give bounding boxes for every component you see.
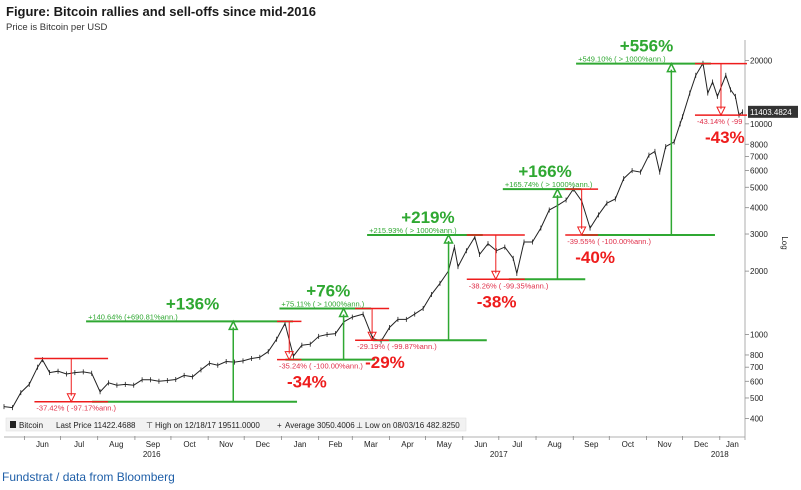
x-month-label: Jul xyxy=(512,440,522,449)
legend-average: Average 3050.4006 xyxy=(285,421,355,430)
rally-detail-label: +165.74% ( > 1000%ann.) xyxy=(505,180,593,189)
y-tick-label: 1000 xyxy=(750,331,768,340)
price-series xyxy=(3,60,743,411)
selloff-arrow-head xyxy=(367,331,377,342)
x-month-label: Sep xyxy=(584,440,599,449)
y-tick-label: 6000 xyxy=(750,167,768,176)
x-month-label: Aug xyxy=(548,440,562,449)
selloff-arrow-head xyxy=(284,351,295,361)
x-year-label: 2016 xyxy=(143,450,161,459)
last-price-tag: 11403.4824 xyxy=(748,105,798,118)
x-month-label: Sep xyxy=(146,440,161,449)
x-month-label: Jun xyxy=(474,440,487,449)
x-month-label: Oct xyxy=(183,440,196,449)
x-month-label: Feb xyxy=(329,440,343,449)
legend-series-swatch xyxy=(10,421,16,428)
legend-series-name: Bitcoin xyxy=(19,421,43,430)
selloff-percent-label: -29% xyxy=(365,353,405,372)
y-tick-label: 600 xyxy=(750,377,764,386)
y-tick-label: 3000 xyxy=(750,230,768,239)
legend-high: High on 12/18/17 19511.0000 xyxy=(155,421,260,430)
x-month-label: Dec xyxy=(256,440,270,449)
selloff-arrow-head xyxy=(576,226,587,237)
y-axis-label: Log xyxy=(780,236,789,249)
rally-detail-label: +140.64% (+690.81%ann.) xyxy=(88,312,178,321)
x-month-label: Mar xyxy=(364,440,378,449)
x-month-label: Jan xyxy=(294,440,307,449)
rally-arrow-head xyxy=(552,187,563,198)
rally-percent-label: +219% xyxy=(401,208,454,227)
selloff-percent-label: -40% xyxy=(575,248,615,267)
rally-arrow-head xyxy=(443,233,454,244)
x-year-label: 2018 xyxy=(711,450,729,459)
source-note: Fundstrat / data from Bloomberg xyxy=(2,470,175,484)
selloff-percent-label: -38% xyxy=(477,292,517,311)
rally-percent-label: +136% xyxy=(166,294,219,313)
legend-low-icon: ⊥ xyxy=(356,421,363,430)
selloff-percent-label: -43% xyxy=(705,128,745,147)
y-tick-label: 10000 xyxy=(750,120,773,129)
y-tick-label: 8000 xyxy=(750,140,768,149)
selloff-arrow-head xyxy=(490,270,501,281)
rally-detail-label: +75.11% ( > 1000%ann.) xyxy=(281,299,364,308)
legend-last-price: Last Price 11422.4688 xyxy=(56,421,136,430)
y-tick-label: 2000 xyxy=(750,267,768,276)
rally-percent-label: +76% xyxy=(306,281,350,300)
x-year-label: 2017 xyxy=(490,450,508,459)
legend-background xyxy=(5,417,467,432)
x-month-label: Nov xyxy=(219,440,233,449)
selloff-arrow-head xyxy=(716,106,726,117)
rally-percent-label: +166% xyxy=(518,162,571,181)
rally-percent-label: +556% xyxy=(620,37,673,56)
legend-low: Low on 08/03/16 482.8250 xyxy=(365,421,460,430)
y-tick-label: 4000 xyxy=(750,204,768,213)
selloff-detail-label: -39.55% ( -100.00%ann.) xyxy=(567,237,651,246)
rally-arrow-head xyxy=(228,319,239,331)
x-month-label: Jun xyxy=(36,440,49,449)
y-tick-label: 700 xyxy=(750,363,764,372)
y-tick-label: 7000 xyxy=(750,152,768,161)
x-axis: Jun Jul Aug Sep Oct Nov Dec Jan Feb Mar Apr May Jun J… xyxy=(24,436,739,459)
last-price-value: 11403.4824 xyxy=(750,108,792,117)
x-month-label: Dec xyxy=(694,440,708,449)
y-axis: 400 500 600 700 800 1000 2000 3000 4000 5000 6000 7… xyxy=(745,56,773,423)
selloff-detail-label: -38.26% ( -99.35%ann.) xyxy=(469,281,549,290)
selloff-detail-label: -35.24% ( -100.00%ann.) xyxy=(279,362,363,371)
y-tick-label: 5000 xyxy=(750,183,768,192)
legend-high-icon: ⊤ xyxy=(146,421,153,430)
selloff-detail-label: -43.14% ( -99 xyxy=(697,117,742,126)
x-month-label: Oct xyxy=(622,440,635,449)
rally-arrow-head xyxy=(338,306,349,318)
selloff-detail-label: -37.42% ( -97.17%ann.) xyxy=(36,404,116,413)
annotations: +140.64% (+690.81%ann.)+136% +75.11% ( > … xyxy=(34,37,747,434)
chart-subtitle: Price is Bitcoin per USD xyxy=(6,22,108,33)
selloff-arrow-head xyxy=(66,393,77,403)
x-month-label: Nov xyxy=(657,440,671,449)
x-month-label: Apr xyxy=(401,440,414,449)
x-month-label: Jul xyxy=(74,440,84,449)
last-price-box xyxy=(748,105,798,118)
y-tick-label: 800 xyxy=(750,351,764,360)
y-tick-label: 500 xyxy=(750,394,764,403)
y-tick-label: 400 xyxy=(750,414,764,423)
selloff-detail-label: -29.19% ( -99.87%ann.) xyxy=(357,342,437,351)
chart-title: Figure: Bitcoin rallies and sell-offs si… xyxy=(6,4,316,19)
rally-arrow-head xyxy=(666,62,677,73)
x-month-label: Aug xyxy=(109,440,123,449)
y-tick-label: 20000 xyxy=(750,56,773,65)
rally-detail-label: +549.10% ( > 1000%ann.) xyxy=(578,55,666,64)
legend-average-icon: + xyxy=(277,421,282,430)
x-month-label: Jan xyxy=(726,440,739,449)
selloff-percent-label: -34% xyxy=(287,373,327,392)
legend: Bitcoin Last Price 11422.4688 ⊤ High on … xyxy=(5,417,467,432)
rally-detail-label: +215.93% ( > 1000%ann.) xyxy=(369,226,457,235)
x-month-label: May xyxy=(437,440,452,449)
bitcoin-chart: 400 500 600 700 800 1000 2000 3000 4000 5000 6000 7… xyxy=(3,37,798,459)
